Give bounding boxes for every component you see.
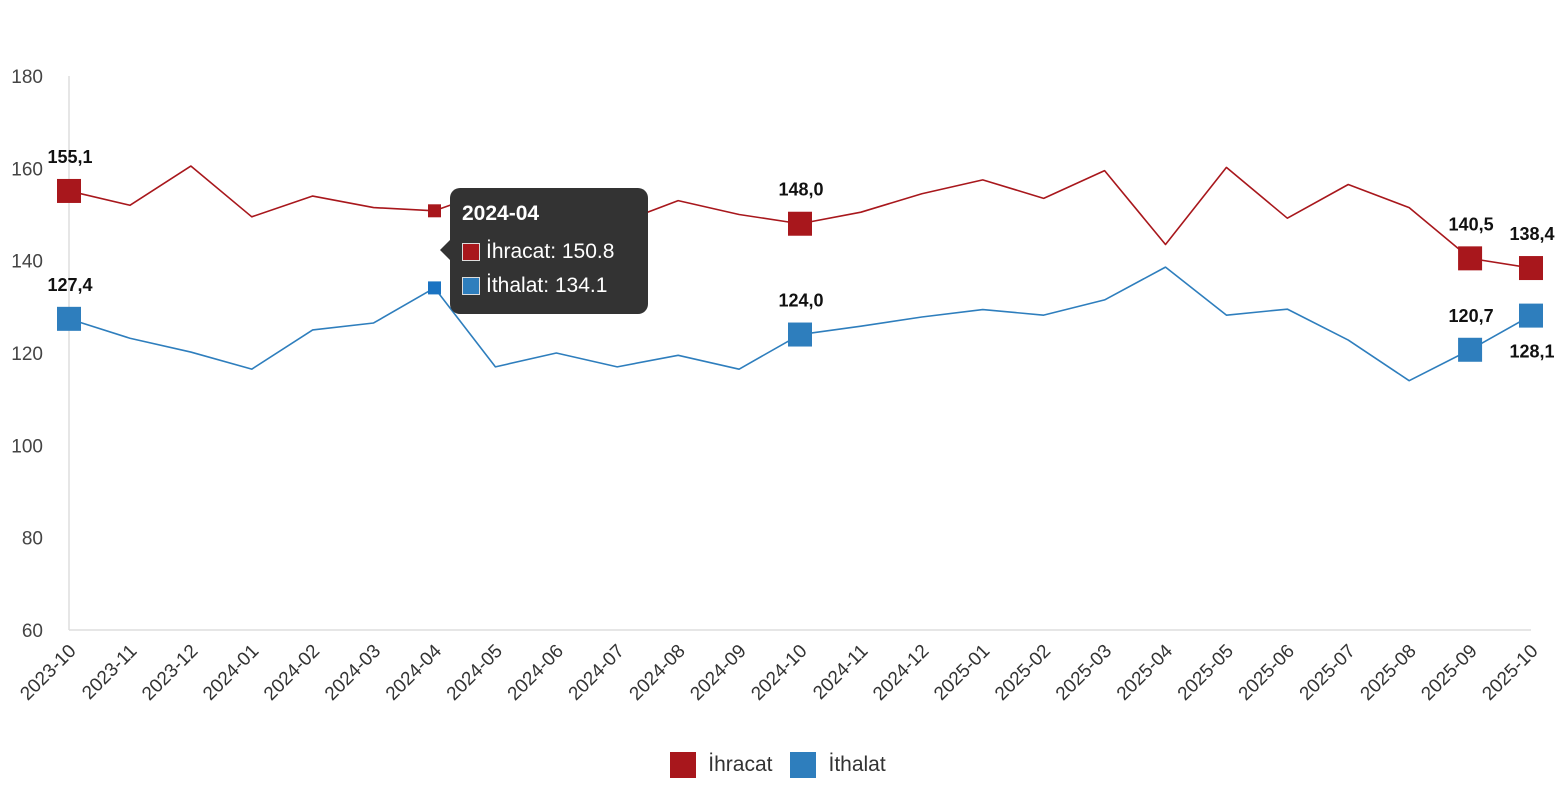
legend-label-ithalat: İthalat <box>828 753 886 776</box>
tooltip-swatch-ithalat <box>462 277 480 295</box>
data-point-ithalat[interactable] <box>57 306 81 331</box>
hover-point-ihracat[interactable] <box>428 204 441 218</box>
x-tick-label: 2025-06 <box>1235 641 1299 705</box>
x-tick-label: 2024-08 <box>626 641 690 705</box>
x-tick-label: 2025-01 <box>930 641 994 705</box>
legend-label-ihracat: İhracat <box>708 753 773 776</box>
legend-item-ithalat[interactable]: İthalat <box>790 752 886 778</box>
x-tick-label: 2025-10 <box>1478 641 1542 705</box>
x-tick-label: 2023-11 <box>78 641 141 704</box>
data-point-ithalat[interactable] <box>1458 337 1483 362</box>
x-tick-label: 2024-01 <box>199 641 263 705</box>
x-tick-label: 2025-02 <box>991 641 1055 705</box>
data-point-ihracat[interactable] <box>788 211 812 236</box>
x-tick-label: 2024-04 <box>382 640 446 704</box>
y-tick-label: 80 <box>22 529 43 550</box>
series-layer <box>57 165 1543 382</box>
tooltip-title: 2024-04 <box>462 202 540 225</box>
x-tick-label: 2023-10 <box>16 641 80 705</box>
x-axis: 2023-102023-112023-122024-012024-022024-… <box>16 629 1543 705</box>
x-tick-label: 2024-02 <box>260 641 324 705</box>
legend-swatch-ithalat <box>790 752 817 778</box>
data-point-ihracat[interactable] <box>1458 246 1483 271</box>
tooltip-row-ithalat: İthalat: 134.1 <box>462 274 636 298</box>
y-tick-label: 160 <box>11 159 43 180</box>
x-tick-label: 2024-10 <box>747 641 811 705</box>
legend-item-ihracat[interactable]: İhracat <box>670 752 772 778</box>
x-tick-label: 2024-09 <box>686 641 750 705</box>
x-tick-label: 2024-03 <box>321 641 385 705</box>
hover-point-ithalat[interactable] <box>428 281 441 295</box>
x-tick-label: 2024-12 <box>869 641 933 705</box>
x-tick-label: 2025-05 <box>1174 641 1238 705</box>
data-label-ihracat: 155,1 <box>47 147 92 167</box>
y-tick-label: 100 <box>11 436 43 457</box>
legend-swatch-ihracat <box>670 752 697 778</box>
tooltip-row-ihracat: İhracat: 150.8 <box>462 240 636 264</box>
data-label-ihracat: 140,5 <box>1449 214 1494 234</box>
y-tick-label: 120 <box>11 344 43 365</box>
x-tick-label: 2024-11 <box>809 641 872 704</box>
x-tick-label: 2025-04 <box>1113 640 1177 704</box>
x-tick-label: 2025-08 <box>1357 641 1421 705</box>
tooltip-value-ihracat: İhracat: 150.8 <box>486 240 615 263</box>
chart-legend: İhracat İthalat <box>0 752 1556 778</box>
data-label-ithalat: 124,0 <box>778 291 823 311</box>
x-tick-label: 2025-09 <box>1417 641 1481 705</box>
data-label-ihracat: 148,0 <box>778 180 823 200</box>
x-tick-label: 2024-05 <box>443 641 507 705</box>
chart-tooltip: 2024-04 İhracat: 150.8 İthalat: 134.1 <box>440 188 648 314</box>
y-tick-label: 140 <box>11 252 43 273</box>
y-tick-label: 60 <box>22 621 43 642</box>
y-axis: 60 80 100 120 140 160 180 <box>11 67 70 642</box>
data-label-ithalat: 128,1 <box>1509 342 1554 362</box>
data-point-ithalat[interactable] <box>1519 303 1543 328</box>
data-point-ithalat[interactable] <box>788 322 812 347</box>
x-tick-label: 2025-07 <box>1296 641 1360 705</box>
data-labels: 155,1 148,0 140,5 138,4 127,4 124,0 120,7 128,1 <box>47 147 1554 362</box>
x-tick-label: 2025-03 <box>1052 641 1116 705</box>
data-label-ithalat: 120,7 <box>1449 306 1494 326</box>
y-tick-label: 180 <box>11 67 43 88</box>
data-label-ihracat: 138,4 <box>1509 224 1554 244</box>
data-point-ihracat[interactable] <box>1519 256 1543 281</box>
x-tick-label: 2024-06 <box>504 641 568 705</box>
data-label-ithalat: 127,4 <box>47 275 92 295</box>
x-tick-label: 2024-07 <box>565 641 629 705</box>
data-point-ihracat[interactable] <box>57 178 81 203</box>
tooltip-swatch-ihracat <box>462 243 480 261</box>
x-tick-label: 2023-12 <box>138 641 202 705</box>
tooltip-value-ithalat: İthalat: 134.1 <box>486 274 608 297</box>
